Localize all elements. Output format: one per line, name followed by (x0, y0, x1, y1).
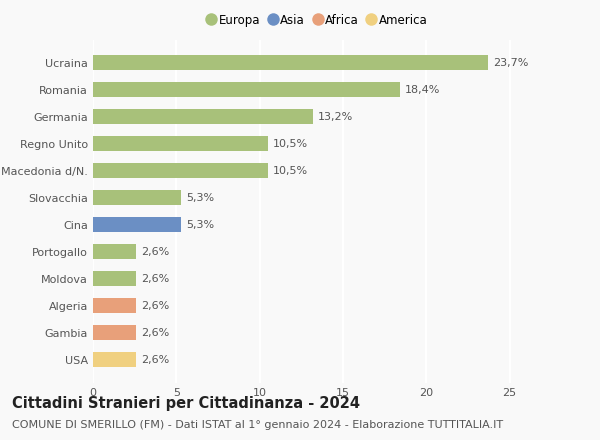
Bar (93, 109, 313, 124)
Text: 2,6%: 2,6% (142, 328, 170, 338)
Bar (93, 352, 136, 367)
Text: 13,2%: 13,2% (318, 112, 353, 121)
Bar (93, 217, 181, 232)
Text: 5,3%: 5,3% (187, 220, 214, 230)
Bar (93, 136, 268, 151)
Text: 10,5%: 10,5% (273, 166, 308, 176)
Legend: Europa, Asia, Africa, America: Europa, Asia, Africa, America (208, 14, 428, 27)
Bar (93, 298, 136, 313)
Text: 2,6%: 2,6% (142, 301, 170, 311)
Text: 2,6%: 2,6% (142, 274, 170, 284)
Text: 23,7%: 23,7% (493, 58, 529, 68)
Bar (93, 325, 136, 340)
Bar (93, 82, 400, 97)
Bar (93, 163, 268, 178)
Text: Cittadini Stranieri per Cittadinanza - 2024: Cittadini Stranieri per Cittadinanza - 2… (12, 396, 360, 411)
Text: 2,6%: 2,6% (142, 247, 170, 257)
Text: 10,5%: 10,5% (273, 139, 308, 149)
Bar (93, 271, 136, 286)
Text: 2,6%: 2,6% (142, 355, 170, 365)
Text: 5,3%: 5,3% (187, 193, 214, 203)
Bar (93, 244, 136, 259)
Bar (93, 190, 181, 205)
Text: COMUNE DI SMERILLO (FM) - Dati ISTAT al 1° gennaio 2024 - Elaborazione TUTTITALI: COMUNE DI SMERILLO (FM) - Dati ISTAT al … (12, 420, 503, 430)
Bar (93, 55, 488, 70)
Text: 18,4%: 18,4% (404, 84, 440, 95)
